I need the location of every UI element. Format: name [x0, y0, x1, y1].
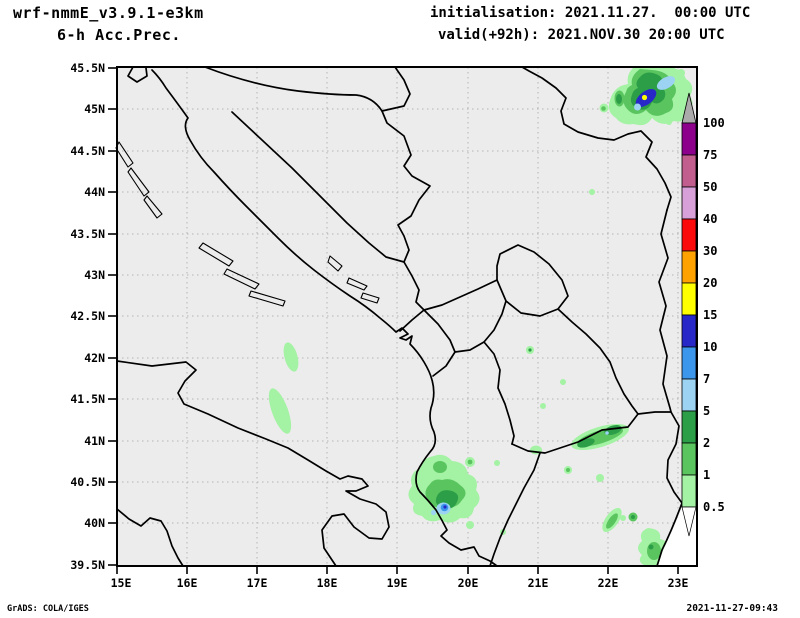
svg-text:17E: 17E [247, 576, 268, 590]
initialisation-time: initialisation: 2021.11.27. 00:00 UTC [430, 5, 751, 21]
latitude-axis: 45.5N 45N 44.5N 44N 43.5N 43N 42.5N 42N … [70, 61, 105, 572]
svg-text:43.5N: 43.5N [70, 227, 105, 241]
svg-text:43N: 43N [84, 268, 105, 282]
svg-text:5: 5 [703, 404, 710, 418]
field-title: 6-h Acc.Prec. [57, 26, 181, 44]
svg-text:39.5N: 39.5N [70, 558, 105, 572]
precipitation-map: 100 75 50 40 30 20 15 10 7 5 2 1 0.5 [70, 61, 725, 590]
colorbar-segment [681, 314, 697, 348]
colorbar-segment [681, 410, 697, 444]
svg-text:22E: 22E [598, 576, 619, 590]
grads-credit: GrADS: COLA/IGES [7, 604, 89, 614]
svg-text:75: 75 [703, 148, 717, 162]
border-bosnia [231, 111, 405, 263]
colorbar-segment [681, 282, 697, 316]
domain-edge-curve [656, 502, 683, 567]
colorbar-segment [681, 250, 697, 284]
svg-text:1: 1 [703, 468, 710, 482]
svg-text:40: 40 [703, 212, 717, 226]
svg-text:15E: 15E [111, 576, 132, 590]
colorbar-segment [681, 218, 697, 252]
colorbar-segment [681, 122, 697, 156]
border-drina [381, 66, 431, 311]
border-albania-macedonia [483, 341, 515, 445]
colorbar-segment [681, 474, 697, 508]
border-greece-interior [489, 452, 541, 567]
colorbar-labels: 100 75 50 40 30 20 15 10 7 5 2 1 0.5 [703, 116, 725, 514]
svg-text:7: 7 [703, 372, 710, 386]
svg-text:21E: 21E [528, 576, 549, 590]
svg-text:45N: 45N [84, 102, 105, 116]
creation-timestamp: 2021-11-27-09:43 [686, 603, 778, 614]
svg-text:42.5N: 42.5N [70, 309, 105, 323]
svg-text:30: 30 [703, 244, 717, 258]
svg-text:16E: 16E [177, 576, 198, 590]
svg-text:41.5N: 41.5N [70, 392, 105, 406]
svg-text:45.5N: 45.5N [70, 61, 105, 75]
svg-text:23E: 23E [668, 576, 689, 590]
border-southeast [637, 411, 683, 504]
colorbar-segment [681, 378, 697, 412]
axis-ticks [108, 67, 679, 574]
colorbar: 100 75 50 40 30 20 15 10 7 5 2 1 0.5 [681, 92, 725, 537]
border-albania-kosovo [454, 300, 507, 353]
colorbar-segment [681, 154, 697, 188]
model-title: wrf-nmmE_v3.9.1-e3km [13, 4, 204, 22]
dalmatian-islands [115, 141, 380, 307]
border-bulgaria-west [658, 209, 672, 413]
colorbar-under-arrow [681, 506, 697, 537]
svg-text:40.5N: 40.5N [70, 475, 105, 489]
border-montenegro-albania [423, 309, 456, 377]
coastlines-borders [115, 66, 683, 567]
precipitation-shading [268, 67, 693, 566]
istria-coast [127, 66, 148, 83]
border-north-arc [204, 66, 383, 112]
svg-text:10: 10 [703, 340, 717, 354]
svg-text:44N: 44N [84, 185, 105, 199]
italy-adriatic-coast [116, 360, 390, 567]
svg-text:42N: 42N [84, 351, 105, 365]
svg-text:18E: 18E [317, 576, 338, 590]
colorbar-segment [681, 442, 697, 476]
svg-text:50: 50 [703, 180, 717, 194]
svg-text:20: 20 [703, 276, 717, 290]
adriatic-east-coast [151, 69, 498, 567]
valid-time: valid(+92h): 2021.NOV.30 20:00 UTC [438, 27, 725, 43]
svg-text:100: 100 [703, 116, 725, 130]
svg-text:40N: 40N [84, 516, 105, 530]
italy-tyrrhenian-coast [116, 508, 184, 567]
svg-text:20E: 20E [458, 576, 479, 590]
svg-text:2: 2 [703, 436, 710, 450]
border-serbia-montenegro [423, 279, 498, 311]
border-danube [521, 66, 672, 211]
colorbar-segment [681, 186, 697, 220]
border-macedonia-north [557, 308, 639, 415]
colorbar-segment [681, 346, 697, 380]
border-montenegro-coast [399, 309, 425, 332]
svg-text:41N: 41N [84, 434, 105, 448]
border-greece-north [511, 413, 639, 454]
svg-text:15: 15 [703, 308, 717, 322]
svg-text:0.5: 0.5 [703, 500, 725, 514]
svg-text:44.5N: 44.5N [70, 144, 105, 158]
longitude-axis: 15E 16E 17E 18E 19E 20E 21E 22E 23E [111, 576, 689, 590]
svg-text:19E: 19E [387, 576, 408, 590]
